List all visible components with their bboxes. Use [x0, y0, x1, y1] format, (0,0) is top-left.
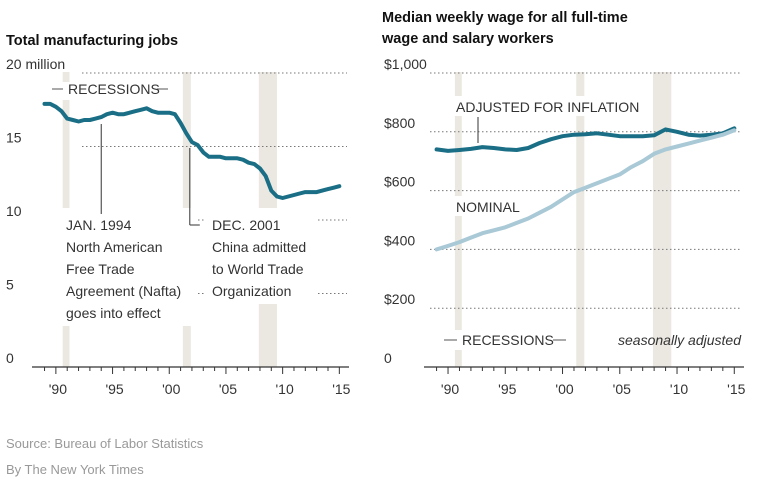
left-recessions-label-text: RECESSIONS	[68, 81, 160, 97]
left-series-line-0	[42, 101, 342, 200]
annotation-nafta-line-3: Agreement (Nafta)	[66, 283, 181, 299]
annotation-nafta-line-0: JAN. 1994	[66, 217, 132, 233]
series-label-adjusted: ADJUSTED FOR INFLATION	[456, 99, 639, 115]
right-recessions-label-text: RECESSIONS	[462, 332, 554, 348]
right-gridlines	[430, 72, 742, 309]
right-recession-band-0	[454, 72, 462, 367]
right-recession-bands	[454, 72, 672, 367]
annotation-china-bg	[206, 208, 318, 304]
annotation-china-line-2: to World Trade	[212, 261, 304, 277]
source-note: Source: Bureau of Labor Statistics	[6, 436, 204, 451]
right-x-tick-label-1: '95	[498, 381, 516, 397]
right-y-tick-label-0: $1,000	[384, 56, 427, 72]
left-y-tick-label-1: 15	[6, 130, 22, 146]
right-x-tick-label-5: '15	[727, 381, 745, 397]
left-series	[42, 101, 342, 200]
right-series	[434, 126, 737, 252]
byline: By The New York Times	[6, 462, 144, 477]
right-x-tick-label-0: '90	[441, 381, 459, 397]
right-y-tick-label-4: $200	[384, 291, 415, 307]
left-recessions-label: RECESSIONS	[52, 81, 174, 100]
manufacturing-jobs-chart: Total manufacturing jobs 20 million 15 10 5…	[6, 33, 351, 397]
series-label-nominal: NOMINAL	[456, 199, 520, 215]
right-chart-title-line-1: Median weekly wage for all full-time	[382, 10, 628, 26]
right-recessions-label-bg	[452, 330, 564, 350]
left-x-tick-label-0: '90	[49, 381, 67, 397]
left-recessions-label-bg	[62, 82, 174, 100]
right-series-line-1	[434, 128, 737, 252]
right-x-tick-label-4: '10	[670, 381, 688, 397]
left-y-tick-label-0: 20 million	[6, 56, 65, 72]
left-y-tick-label-2: 10	[6, 203, 22, 219]
annotation-china-line-0: DEC. 2001	[212, 217, 281, 233]
right-recession-band-1	[576, 72, 585, 367]
right-recession-band-2	[652, 72, 672, 367]
right-recessions-label: RECESSIONS	[444, 330, 566, 350]
left-chart-title: Total manufacturing jobs	[6, 33, 178, 49]
left-y-tick-labels: 20 million 15 10 5 0	[6, 56, 65, 366]
adjusted-label-bg	[452, 96, 634, 116]
right-y-tick-label-5: 0	[384, 350, 392, 366]
left-x-tick-label-3: '05	[219, 381, 237, 397]
annotation-nafta-line-4: goes into effect	[66, 305, 161, 321]
left-x-tick-label-5: '15	[332, 381, 350, 397]
annotation-china-line-1: China admitted	[212, 239, 306, 255]
right-series-line-0	[434, 126, 737, 153]
left-x-axis: '90 '95 '00 '05 '10 '15	[32, 366, 351, 397]
annotation-china-line-3: Organization	[212, 283, 291, 299]
left-x-tick-label-4: '10	[276, 381, 294, 397]
right-series-labels: ADJUSTED FOR INFLATION NOMINAL	[452, 96, 639, 216]
right-y-tick-labels: $1,000 $800 $600 $400 $200 0	[384, 56, 427, 366]
annotation-nafta-bg	[60, 208, 196, 326]
left-x-tick-label-2: '00	[162, 381, 180, 397]
right-y-tick-label-2: $600	[384, 174, 415, 190]
left-y-tick-label-3: 5	[6, 277, 14, 293]
right-chart-title-line-2: wage and salary workers	[381, 31, 554, 47]
right-x-axis: '90 '95 '00 '05 '10 '15	[424, 366, 746, 397]
left-annotations: JAN. 1994 North American Free Trade Agreeme…	[60, 124, 318, 326]
nominal-label-bg	[452, 196, 524, 216]
left-x-tick-label-1: '95	[105, 381, 123, 397]
left-y-tick-label-4: 0	[6, 350, 14, 366]
right-y-tick-label-1: $800	[384, 115, 415, 131]
annotation-nafta-line-2: Free Trade	[66, 261, 135, 277]
right-x-tick-label-3: '05	[613, 381, 631, 397]
seasonally-adjusted-note: seasonally adjusted	[618, 332, 742, 348]
annotation-nafta-line-1: North American	[66, 239, 162, 255]
right-y-tick-label-3: $400	[384, 232, 415, 248]
median-wage-chart: Median weekly wage for all full-time wag…	[381, 10, 746, 397]
right-x-tick-label-2: '00	[555, 381, 573, 397]
